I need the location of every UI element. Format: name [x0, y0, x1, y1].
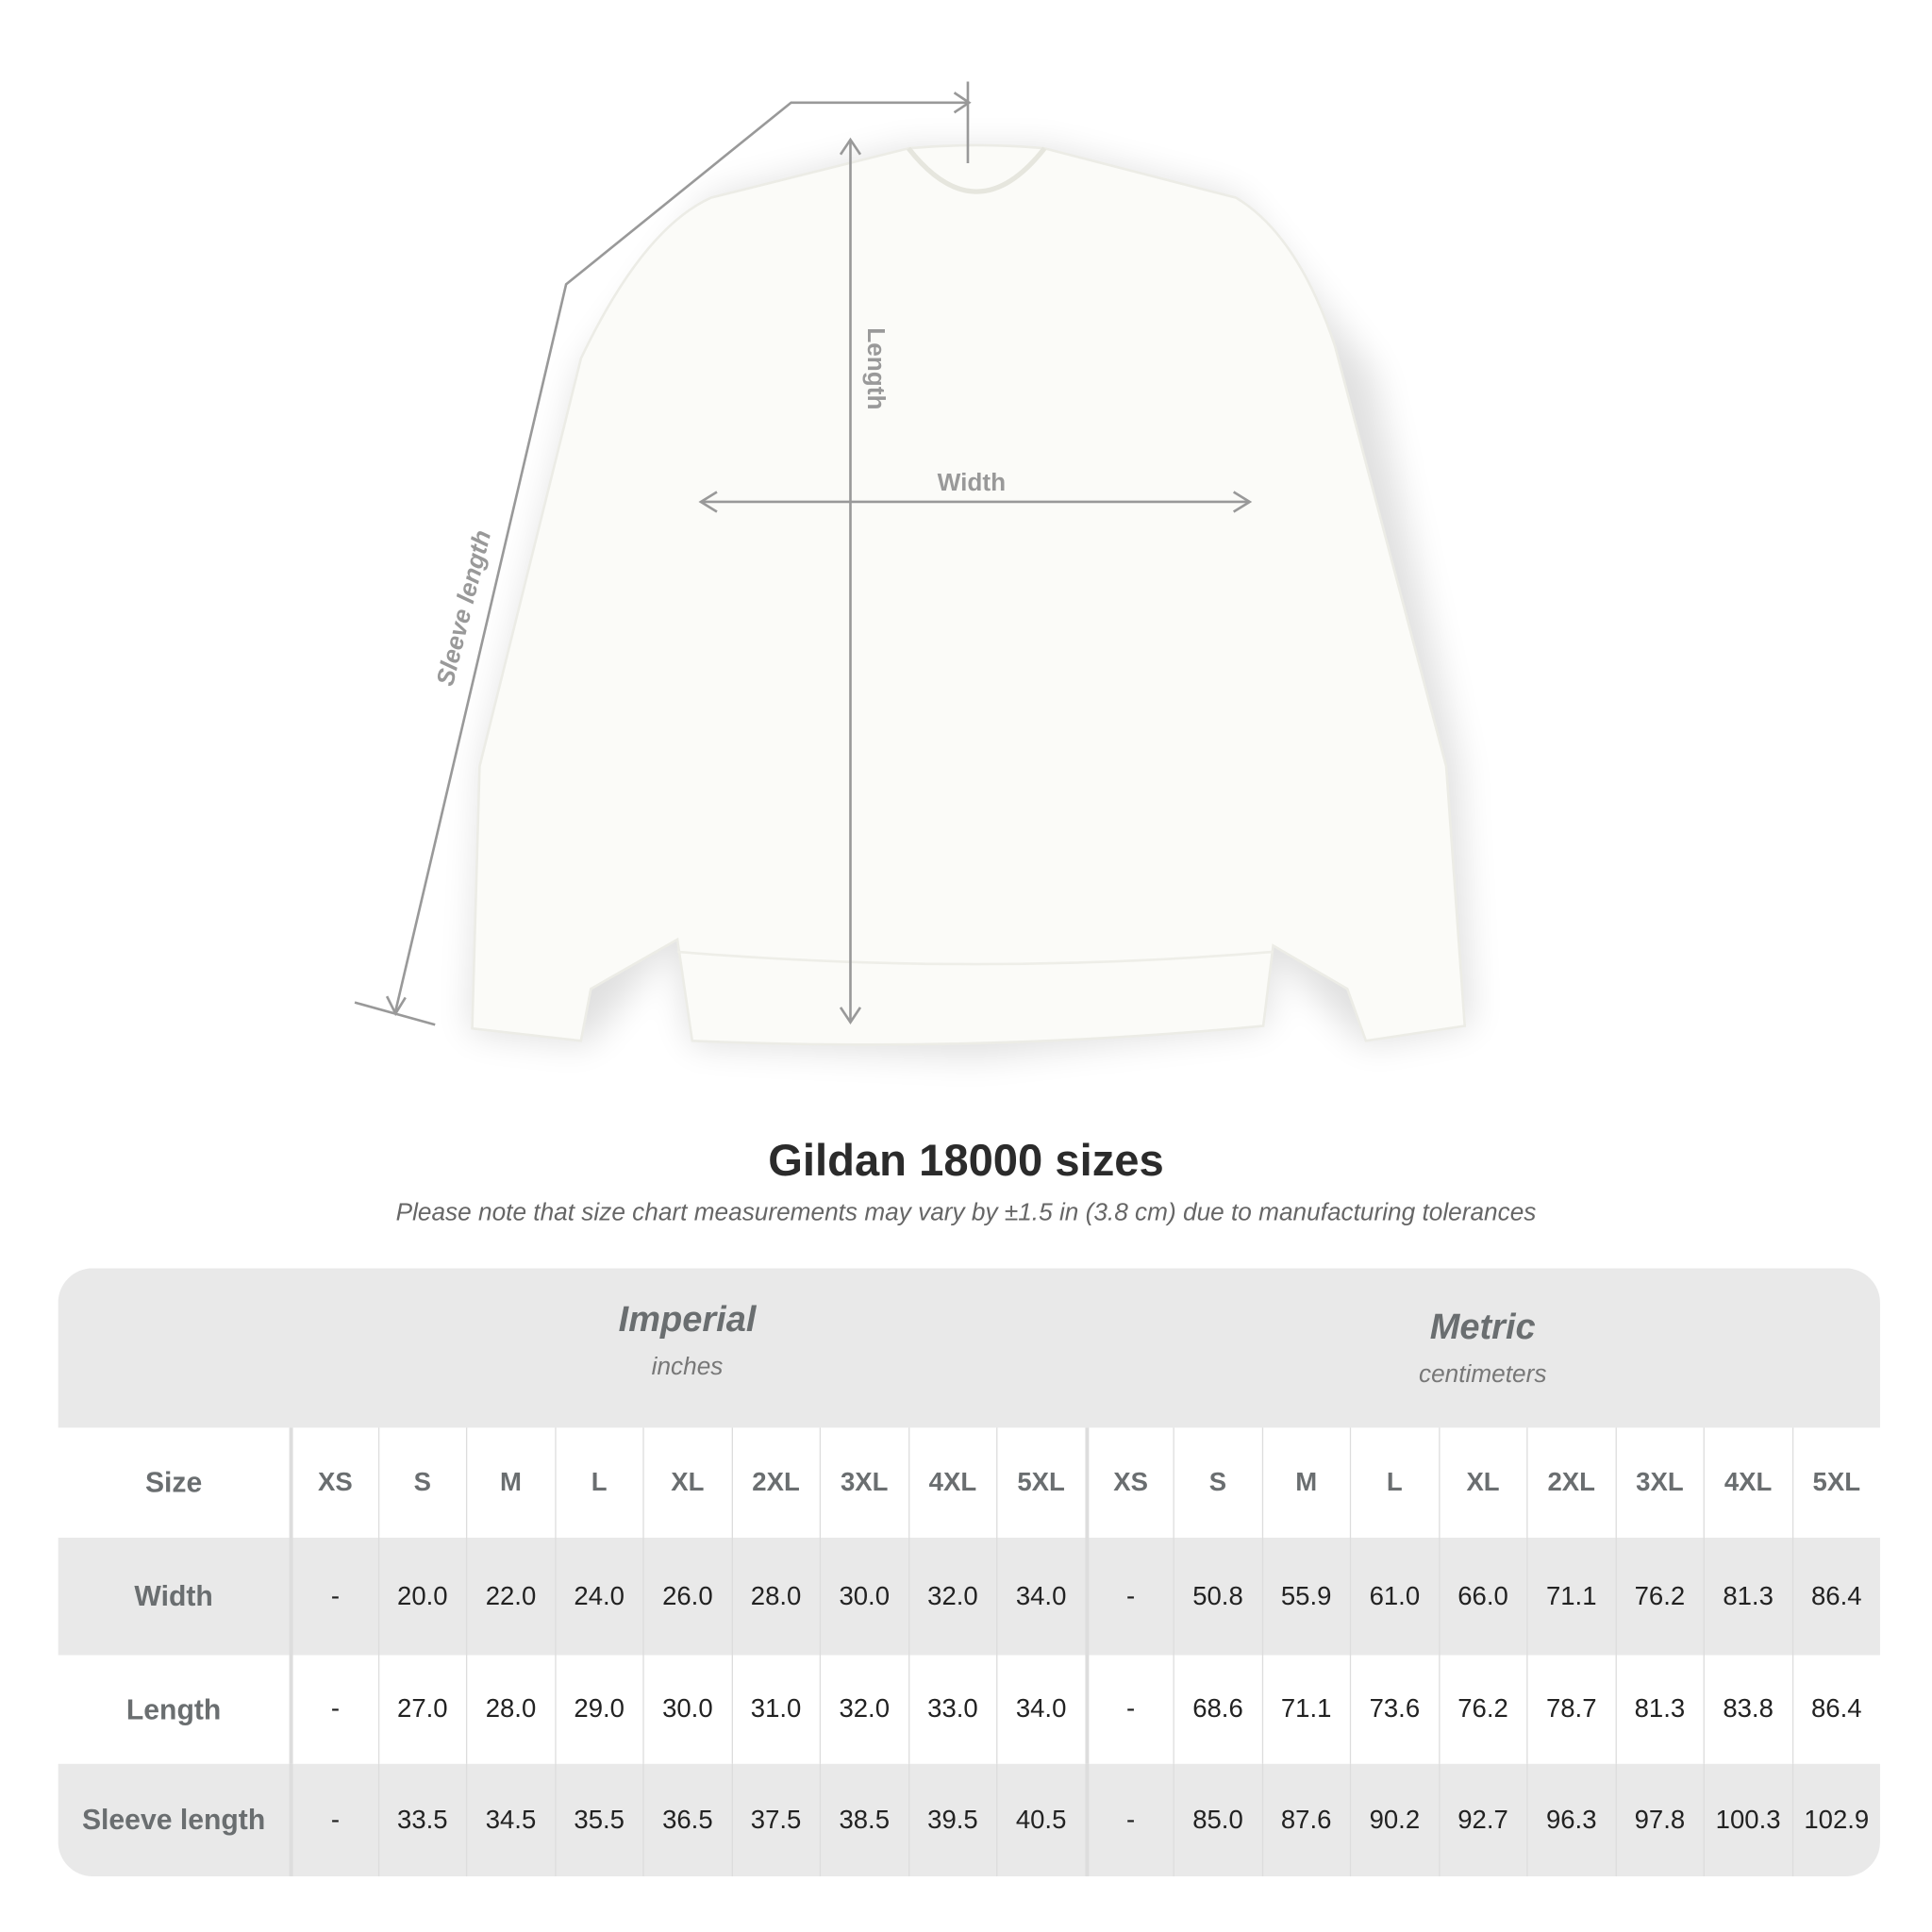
table-cell: 76.2 — [1438, 1655, 1527, 1764]
table-cell: 24.0 — [554, 1538, 643, 1656]
size-header-cell: M — [465, 1427, 555, 1539]
size-table: Imperial inches Metric centimeters Size X… — [58, 1268, 1880, 1877]
sleeve-label: Sleeve length — [430, 527, 496, 689]
table-cell: 27.0 — [377, 1655, 466, 1764]
size-header-cell: XS — [289, 1427, 378, 1539]
width-label: Width — [938, 468, 1006, 496]
sweatshirt-diagram: Length Width Sleeve length — [354, 81, 1472, 1058]
imperial-title: Imperial — [618, 1300, 757, 1341]
size-header-cell: S — [377, 1427, 466, 1539]
table-cell: 85.0 — [1173, 1763, 1261, 1877]
size-header-cell: 4XL — [1703, 1427, 1792, 1539]
table-cell: 97.8 — [1614, 1763, 1704, 1877]
size-header-cell: 3XL — [1614, 1427, 1704, 1539]
table-cell: 61.0 — [1349, 1538, 1439, 1656]
row-label: Length — [125, 1692, 222, 1725]
size-header-cell: 5XL — [996, 1427, 1085, 1539]
table-cell: 30.0 — [819, 1538, 908, 1656]
table-cell: 71.1 — [1526, 1538, 1615, 1656]
metric-header: Metric centimeters — [1085, 1307, 1880, 1389]
imperial-unit: inches — [651, 1353, 724, 1381]
table-cell: 83.8 — [1703, 1655, 1792, 1764]
table-cell: 33.5 — [377, 1763, 466, 1877]
size-header-cell: 4XL — [908, 1427, 996, 1539]
table-cell: 22.0 — [465, 1538, 555, 1656]
size-header-cell: XL — [1438, 1427, 1527, 1539]
table-cell: 92.7 — [1438, 1763, 1527, 1877]
table-cell: - — [1084, 1655, 1174, 1764]
table-cell: 20.0 — [377, 1538, 466, 1656]
table-cell: 102.9 — [1791, 1763, 1880, 1877]
size-header-cell: 3XL — [819, 1427, 908, 1539]
table-cell: 36.5 — [642, 1763, 731, 1877]
size-header-cell: XS — [1084, 1427, 1174, 1539]
table-cell: 29.0 — [554, 1655, 643, 1764]
size-header-cell: L — [1349, 1427, 1439, 1539]
table-cell: 78.7 — [1526, 1655, 1615, 1764]
table-cell: 68.6 — [1173, 1655, 1261, 1764]
table-cell: - — [289, 1763, 378, 1877]
table-cell: 33.0 — [908, 1655, 996, 1764]
size-header-cell: 5XL — [1791, 1427, 1880, 1539]
table-cell: 34.0 — [996, 1538, 1085, 1656]
table-cell: 90.2 — [1349, 1763, 1439, 1877]
table-cell: 31.0 — [731, 1655, 820, 1764]
measure-lines — [354, 81, 1253, 1026]
size-header-cell: M — [1261, 1427, 1350, 1539]
table-cell: - — [1084, 1763, 1174, 1877]
table-row: Sleeve length -33.5 34.5 35.5 36.5 37.5 38.5 39… — [58, 1763, 1880, 1877]
table-cell: 100.3 — [1703, 1763, 1792, 1877]
row-label: Size — [144, 1466, 203, 1499]
table-cell: 28.0 — [731, 1538, 820, 1656]
table-cell: 66.0 — [1438, 1538, 1527, 1656]
sweatshirt — [471, 143, 1467, 1046]
size-header-cell: 2XL — [731, 1427, 820, 1539]
size-header-cell: L — [554, 1427, 643, 1539]
table-cell: 34.5 — [465, 1763, 555, 1877]
table-cell: 50.8 — [1173, 1538, 1261, 1656]
length-label: Length — [862, 327, 891, 409]
table-cell: 32.0 — [819, 1655, 908, 1764]
table-cell: 38.5 — [819, 1763, 908, 1877]
table-cell: 71.1 — [1261, 1655, 1350, 1764]
table-cell: 37.5 — [731, 1763, 820, 1877]
metric-title: Metric — [1429, 1307, 1536, 1348]
table-cell: - — [1084, 1538, 1174, 1656]
table-cell: 81.3 — [1703, 1538, 1792, 1656]
tolerance-note: Please note that size chart measurements… — [395, 1198, 1537, 1226]
size-header-row: Size XS S M L XL 2XL 3XL 4XL 5XL XS S M L XL 2XL 3XL 4XL 5… — [58, 1427, 1880, 1539]
table-cell: 86.4 — [1791, 1655, 1880, 1764]
page-title: Gildan 18000 sizes — [768, 1134, 1164, 1186]
table-cell: 73.6 — [1349, 1655, 1439, 1764]
table-cell: 32.0 — [908, 1538, 996, 1656]
metric-unit: centimeters — [1418, 1360, 1547, 1389]
table-cell: 87.6 — [1261, 1763, 1350, 1877]
table-cell: 28.0 — [465, 1655, 555, 1764]
row-label: Width — [134, 1579, 213, 1612]
table-cell: 39.5 — [908, 1763, 996, 1877]
table-cell: 76.2 — [1614, 1538, 1704, 1656]
table-row: Width -20.0 22.0 24.0 26.0 28.0 30.0 32.0 34.0-5… — [58, 1538, 1880, 1656]
size-header-cell: XL — [642, 1427, 731, 1539]
row-label: Sleeve length — [81, 1803, 266, 1836]
table-cell: 81.3 — [1614, 1655, 1704, 1764]
table-cell: 96.3 — [1526, 1763, 1615, 1877]
table-cell: 86.4 — [1791, 1538, 1880, 1656]
table-cell: 34.0 — [996, 1655, 1085, 1764]
table-cell: 26.0 — [642, 1538, 731, 1656]
table-cell: - — [289, 1655, 378, 1764]
table-cell: 40.5 — [996, 1763, 1085, 1877]
imperial-header: Imperial inches — [290, 1300, 1086, 1381]
size-header-cell: S — [1173, 1427, 1261, 1539]
table-cell: 55.9 — [1261, 1538, 1350, 1656]
table-row: Length -27.0 28.0 29.0 30.0 31.0 32.0 33.0 34.0-… — [58, 1655, 1880, 1764]
table-cell: - — [289, 1538, 378, 1656]
table-cell: 35.5 — [554, 1763, 643, 1877]
table-cell: 30.0 — [642, 1655, 731, 1764]
size-header-cell: 2XL — [1526, 1427, 1615, 1539]
table-header: Imperial inches Metric centimeters — [58, 1268, 1880, 1428]
